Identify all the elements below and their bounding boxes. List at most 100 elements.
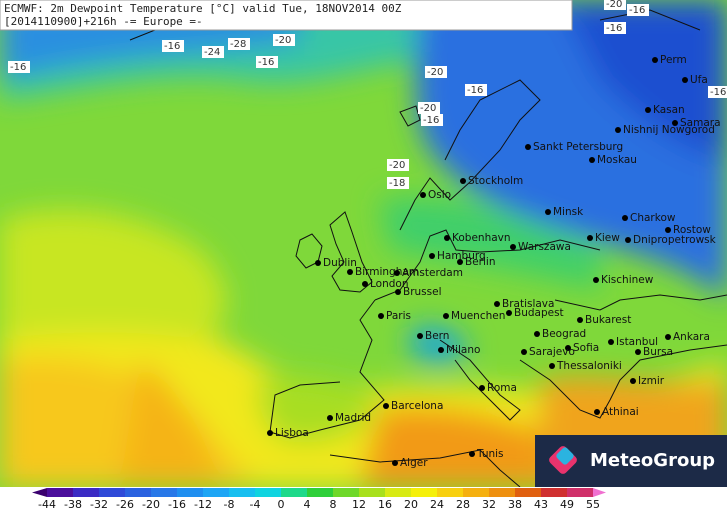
contour-label: -20 [275,35,291,46]
city-dot [565,345,571,351]
city-dot [378,313,384,319]
city-dot [682,77,688,83]
colorbar-tick-label: -20 [142,498,160,511]
city-label: Tunis [476,448,504,460]
colorbar-bin [437,488,464,497]
city-dot [594,409,600,415]
city-label: Beograd [542,328,586,340]
city-label: Budapest [514,307,564,319]
contour-label: -16 [606,23,622,34]
city-dot [267,430,273,436]
city-dot [545,209,551,215]
contour-label: -16 [423,115,439,126]
contour-label: -16 [164,41,180,52]
colorbar-tick-label: 8 [330,498,337,511]
colorbar-tick-label: 12 [352,498,366,511]
logo-text: MeteoGroup [590,450,715,471]
contour-label: -16 [629,5,645,16]
city-dot [394,270,400,276]
colorbar-tick-label: 32 [482,498,496,511]
colorbar-tick-label: 24 [430,498,444,511]
colorbar-bin [567,488,594,497]
contour-label-box [425,66,447,78]
colorbar-bin [177,488,204,497]
city-dot [625,237,631,243]
city-dot [510,244,516,250]
city-label: Dublin [323,257,357,269]
header-box: ECMWF: 2m Dewpoint Temperature [°C] vali… [0,0,573,31]
city-label: Rostow [673,224,711,236]
contour-label-box [465,84,487,96]
colorbar-end [32,488,47,497]
contour-label-box [256,56,278,68]
colorbar-tick-label: -16 [168,498,186,511]
city-label: Birmingham [355,266,419,278]
city-dot [429,253,435,259]
city-dot [327,415,333,421]
contour-label-box [604,22,626,34]
city-label: Moskau [597,154,637,166]
city-label: Sankt Petersburg [533,141,623,153]
city-dot [417,333,423,339]
city-dot [587,235,593,241]
city-dot [672,120,678,126]
city-dot [315,260,321,266]
city-label: Minsk [553,206,584,218]
city-dot [521,349,527,355]
colorbar-bin [411,488,438,497]
city-dot [534,331,540,337]
city-dot [494,301,500,307]
colorbar-bin [125,488,152,497]
city-dot [362,281,368,287]
city-label: Bratislava [502,298,554,310]
colorbar-tick-label: 4 [304,498,311,511]
city-label: Oslo [428,189,451,201]
contour-label-box [162,40,184,52]
contour-label: -16 [10,62,26,73]
city-label: Kasan [653,104,685,116]
city-dot [444,235,450,241]
contour-label-box [228,38,250,50]
city-dot [460,178,466,184]
contour-label: -20 [606,0,622,10]
city-label: Thessaloniki [556,360,622,372]
colorbar-bin [463,488,490,497]
city-label: Berlin [465,256,495,268]
city-label: Lisboa [275,427,309,439]
city-label: Barcelona [391,400,443,412]
city-label: Brussel [403,286,442,298]
colorbar-tick-label: -4 [250,498,261,511]
city-dot [615,127,621,133]
city-label: Bursa [643,346,673,358]
colorbar-tick-label: 55 [586,498,600,511]
contour-label: -20 [389,160,405,171]
city-label: Muenchen [451,310,505,322]
city-dot [383,403,389,409]
city-label: Samara [680,117,721,129]
city-label: Bern [425,330,449,342]
contour-label-box [627,4,649,16]
city-label: Istanbul [616,336,658,348]
colorbar-bin [255,488,282,497]
city-dot [457,259,463,265]
colorbar-bin [281,488,308,497]
contour-label-box [418,102,440,114]
city-label: Kischinew [601,274,654,286]
city-label: Kobenhavn [452,232,511,244]
city-dot [665,227,671,233]
contour-label-box [387,159,409,171]
colorbar-bin [307,488,334,497]
contour-label-box [8,61,30,73]
city-dot [608,339,614,345]
city-label: Roma [487,382,517,394]
colorbar-bin [151,488,178,497]
city-dot [525,144,531,150]
colorbar-tick-label: 20 [404,498,418,511]
contour-label-box [202,46,224,58]
contour-label-box [708,86,727,98]
contour-label: -16 [258,57,274,68]
city-label: Ankara [673,331,710,343]
city-dot [506,310,512,316]
